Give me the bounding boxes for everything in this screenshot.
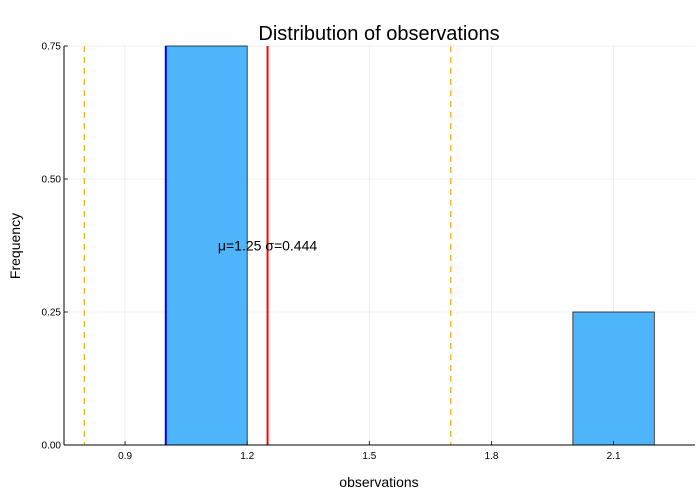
x-tick-label: 1.2 xyxy=(240,451,254,462)
x-tick-label: 2.1 xyxy=(607,451,621,462)
chart-title: Distribution of observations xyxy=(258,23,499,45)
tick-labels: 0.9 1.2 1.5 1.8 2.1 0.00 0.25 0.50 0.75 xyxy=(42,42,621,463)
x-tick-label: 0.9 xyxy=(118,451,132,462)
reference-lines xyxy=(83,46,452,445)
y-axis-title: Frequency xyxy=(7,213,23,279)
axes xyxy=(63,45,695,446)
histogram-bar xyxy=(165,45,248,446)
y-tick-label: 0.50 xyxy=(42,175,62,186)
y-tick-label: 0.00 xyxy=(42,441,62,452)
x-tick-label: 1.8 xyxy=(484,451,498,462)
y-tick-label: 0.75 xyxy=(42,42,62,53)
x-axis-title: observations xyxy=(339,474,418,490)
y-tick-label: 0.25 xyxy=(42,308,62,319)
stats-annotation: μ=1.25 σ=0.444 xyxy=(218,238,317,254)
x-tick-label: 1.5 xyxy=(362,451,376,462)
histogram-bar xyxy=(572,311,655,446)
histogram-bars xyxy=(165,45,655,446)
